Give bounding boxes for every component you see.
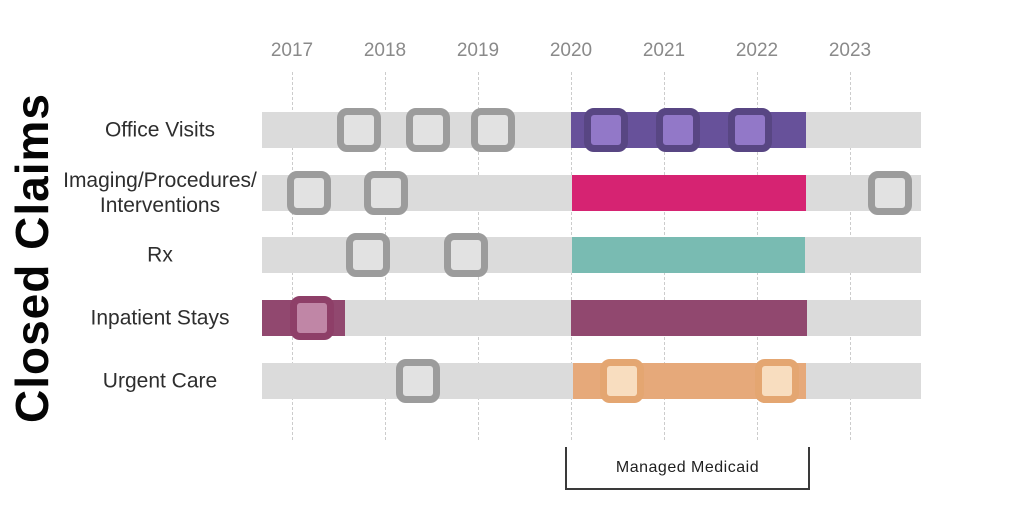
claim-marker	[290, 296, 334, 340]
claim-marker	[755, 359, 799, 403]
claim-marker	[584, 108, 628, 152]
year-tick-label: 2017	[270, 40, 314, 61]
claim-marker	[364, 171, 408, 215]
claim-marker	[287, 171, 331, 215]
bar-segment-teal	[572, 237, 805, 273]
claim-marker	[346, 233, 390, 277]
claim-marker	[656, 108, 700, 152]
bar-segment-gray	[805, 237, 921, 273]
row-label-line: Rx	[147, 243, 173, 267]
row-label: Inpatient Stays	[55, 306, 265, 331]
row-label: Office Visits	[55, 118, 265, 143]
bar-segment-gray	[806, 363, 921, 399]
chart-title: Closed Claims	[6, 93, 58, 423]
claim-marker	[728, 108, 772, 152]
bar-segment-gray	[806, 112, 921, 148]
bar-segment-gray	[807, 300, 921, 336]
row-label-line: Office Visits	[104, 118, 216, 142]
year-tick-label: 2018	[363, 40, 407, 61]
managed-medicaid-bracket: Managed Medicaid	[565, 447, 810, 490]
year-tick-label: 2021	[642, 40, 686, 61]
row-label: Rx	[55, 243, 265, 268]
claim-marker	[444, 233, 488, 277]
claim-marker	[868, 171, 912, 215]
claim-marker	[471, 108, 515, 152]
bracket-label: Managed Medicaid	[615, 458, 760, 476]
row-label-line: Interventions	[99, 194, 221, 217]
bar-segment-gray	[262, 237, 572, 273]
year-tick-label: 2022	[735, 40, 779, 61]
claim-marker	[600, 359, 644, 403]
row-label: Urgent Care	[55, 369, 265, 394]
year-tick-label: 2020	[549, 40, 593, 61]
year-tick-label: 2019	[456, 40, 500, 61]
bar-segment-pink	[572, 175, 806, 211]
year-tick-label: 2023	[828, 40, 872, 61]
claim-marker	[337, 108, 381, 152]
bar-segment-berry	[571, 300, 807, 336]
claim-marker	[406, 108, 450, 152]
row-label-line: Urgent Care	[102, 369, 218, 393]
row-label-line: Inpatient Stays	[90, 306, 230, 330]
bar-segment-gray	[345, 300, 571, 336]
claim-marker	[396, 359, 440, 403]
row-label-line: Imaging/Procedures/	[63, 169, 257, 192]
row-label: Imaging/Procedures/Interventions	[55, 168, 265, 218]
